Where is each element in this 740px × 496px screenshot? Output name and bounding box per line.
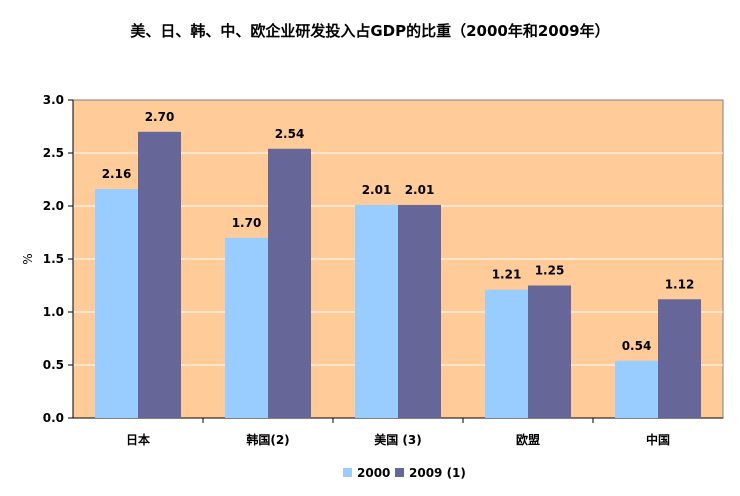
y-tick-label: 3.0 xyxy=(43,93,64,107)
chart-title: 美、日、韩、中、欧企业研发投入占GDP的比重（2000年和2009年） xyxy=(130,22,610,40)
legend-label: 2009 (1) xyxy=(409,466,466,480)
x-tick-label: 中国 xyxy=(646,432,670,447)
bar-series1 xyxy=(355,204,398,418)
bar-series2 xyxy=(268,148,311,418)
data-label: 2.54 xyxy=(275,127,305,141)
bar-series1 xyxy=(615,360,658,418)
y-tick-label: 2.0 xyxy=(43,199,64,213)
bar-series2 xyxy=(528,285,571,418)
legend-swatch xyxy=(395,468,404,477)
y-tick-label: 0.0 xyxy=(43,411,64,425)
legend-swatch xyxy=(343,468,352,477)
data-label: 0.54 xyxy=(622,339,652,353)
data-label: 1.21 xyxy=(492,268,522,282)
bar-series1 xyxy=(95,189,138,418)
data-label: 2.16 xyxy=(102,167,132,181)
data-label: 2.01 xyxy=(362,183,392,197)
y-tick-label: 2.5 xyxy=(43,146,64,160)
bar-series1 xyxy=(225,237,268,418)
data-label: 1.70 xyxy=(232,216,262,230)
x-tick-label: 欧盟 xyxy=(516,432,540,447)
legend-label: 2000 xyxy=(357,466,390,480)
x-tick-label: 美国 (3) xyxy=(374,432,422,447)
bar-series1 xyxy=(485,289,528,418)
data-label: 2.01 xyxy=(405,183,435,197)
data-label: 1.25 xyxy=(535,264,565,278)
x-tick-label: 日本 xyxy=(126,432,150,447)
bar-series2 xyxy=(138,131,181,419)
y-tick-label: 0.5 xyxy=(43,358,64,372)
y-tick-label: 1.0 xyxy=(43,305,64,319)
bar-series2 xyxy=(398,204,441,418)
y-axis-label: % xyxy=(21,253,35,264)
y-tick-label: 1.5 xyxy=(43,252,64,266)
data-label: 1.12 xyxy=(665,277,695,291)
x-tick-label: 韩国(2) xyxy=(246,432,289,447)
bar-series2 xyxy=(658,299,701,418)
data-label: 2.70 xyxy=(145,110,175,124)
